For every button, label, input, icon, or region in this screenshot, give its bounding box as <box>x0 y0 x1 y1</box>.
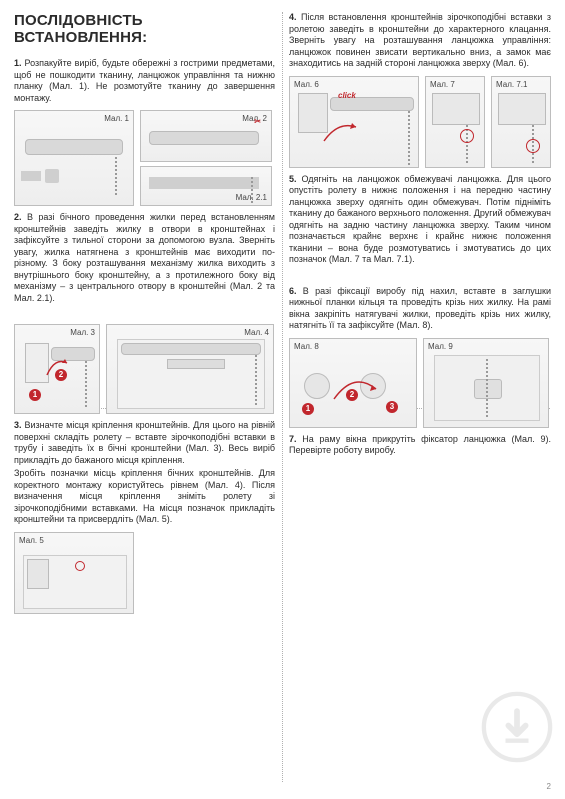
step-2-text: 2. В разі бічного проведення жилки перед… <box>14 212 275 304</box>
step-1-text: 1. Розпакуйте виріб, будьте обережні з г… <box>14 58 275 104</box>
step-3-num: 3. <box>14 420 22 430</box>
figure-1-label: Мал. 1 <box>104 114 129 123</box>
step-2-num: 2. <box>14 212 22 222</box>
step-5-text: 5. Одягніть на ланцюжок обмежувачі ланцю… <box>289 174 551 266</box>
figure-7-label: Мал. 7 <box>430 80 455 89</box>
figure-5: Мал. 5 <box>14 532 134 614</box>
watermark-icon <box>481 691 553 763</box>
figure-2-1: Мал. 2.1 <box>140 166 272 206</box>
step-3-text-b: Зробіть позначки місць кріплення бічних … <box>14 468 275 526</box>
step-6-body: В разі фіксації виробу під нахил, вставт… <box>289 286 551 331</box>
step-7-num: 7. <box>289 434 297 444</box>
step-4-num: 4. <box>289 12 297 22</box>
fig-row-4: Мал. 6 click Мал. 7 Мал. 7.1 <box>289 76 551 168</box>
step-5-num: 5. <box>289 174 297 184</box>
vertical-separator <box>282 12 283 782</box>
figure-8: Мал. 8 1 2 3 <box>289 338 417 428</box>
figure-3-label: Мал. 3 <box>70 328 95 337</box>
page-number: 2 <box>547 782 551 791</box>
figure-4-label: Мал. 4 <box>244 328 269 337</box>
instruction-page: ПОСЛІДОВНІСТЬ ВСТАНОВЛЕННЯ: 1. Розпакуйт… <box>0 0 565 799</box>
figure-5-label: Мал. 5 <box>19 536 44 545</box>
right-column: 4. Після встановлення кронштейнів зірочк… <box>289 12 551 787</box>
step-6-num: 6. <box>289 286 297 296</box>
figure-3: Мал. 3 1 2 <box>14 324 100 414</box>
step-3-body-b: Зробіть позначки місць кріплення бічних … <box>14 468 275 524</box>
fig-row-1: Мал. 1 Мал. 2 ✂ Мал. 2.1 <box>14 110 275 206</box>
figure-9: Мал. 9 <box>423 338 549 428</box>
figure-1: Мал. 1 <box>14 110 134 206</box>
left-column: ПОСЛІДОВНІСТЬ ВСТАНОВЛЕННЯ: 1. Розпакуйт… <box>14 12 275 787</box>
step-2-body: В разі бічного проведення жилки перед вс… <box>14 212 275 303</box>
step-3-text: 3. Визначте місця кріплення кронштейнів.… <box>14 420 275 466</box>
figure-6-label: Мал. 6 <box>294 80 319 89</box>
fig-row-5: Мал. 8 1 2 3 Мал. 9 <box>289 338 551 428</box>
figure-4: Мал. 4 <box>106 324 274 414</box>
step-5-body: Одягніть на ланцюжок обмежувачі ланцюжка… <box>289 174 551 265</box>
step-1-num: 1. <box>14 58 22 68</box>
figure-7: Мал. 7 <box>425 76 485 168</box>
figure-7-1-label: Мал. 7.1 <box>496 80 527 89</box>
fig-row-3: Мал. 5 <box>14 532 275 614</box>
step-1-body: Розпакуйте виріб, будьте обережні з гост… <box>14 58 275 103</box>
figure-2: Мал. 2 ✂ <box>140 110 272 162</box>
figure-9-label: Мал. 9 <box>428 342 453 351</box>
page-title: ПОСЛІДОВНІСТЬ ВСТАНОВЛЕННЯ: <box>14 12 275 46</box>
step-4-text: 4. Після встановлення кронштейнів зірочк… <box>289 12 551 70</box>
figure-6: Мал. 6 click <box>289 76 419 168</box>
fig-row-2: Мал. 3 1 2 Мал. 4 <box>14 324 275 414</box>
step-7-text: 7. На раму вікна прикрутіть фіксатор лан… <box>289 434 551 457</box>
figure-7-1: Мал. 7.1 <box>491 76 551 168</box>
step-6-text: 6. В разі фіксації виробу під нахил, вст… <box>289 286 551 332</box>
click-label: click <box>338 91 356 100</box>
step-7-body: На раму вікна прикрутіть фіксатор ланцюж… <box>289 434 551 456</box>
figure-8-label: Мал. 8 <box>294 342 319 351</box>
step-4-body: Після встановлення кронштейнів зірочкопо… <box>289 12 551 68</box>
step-3-body-a: Визначте місця кріплення кронштейнів. Дл… <box>14 420 275 465</box>
